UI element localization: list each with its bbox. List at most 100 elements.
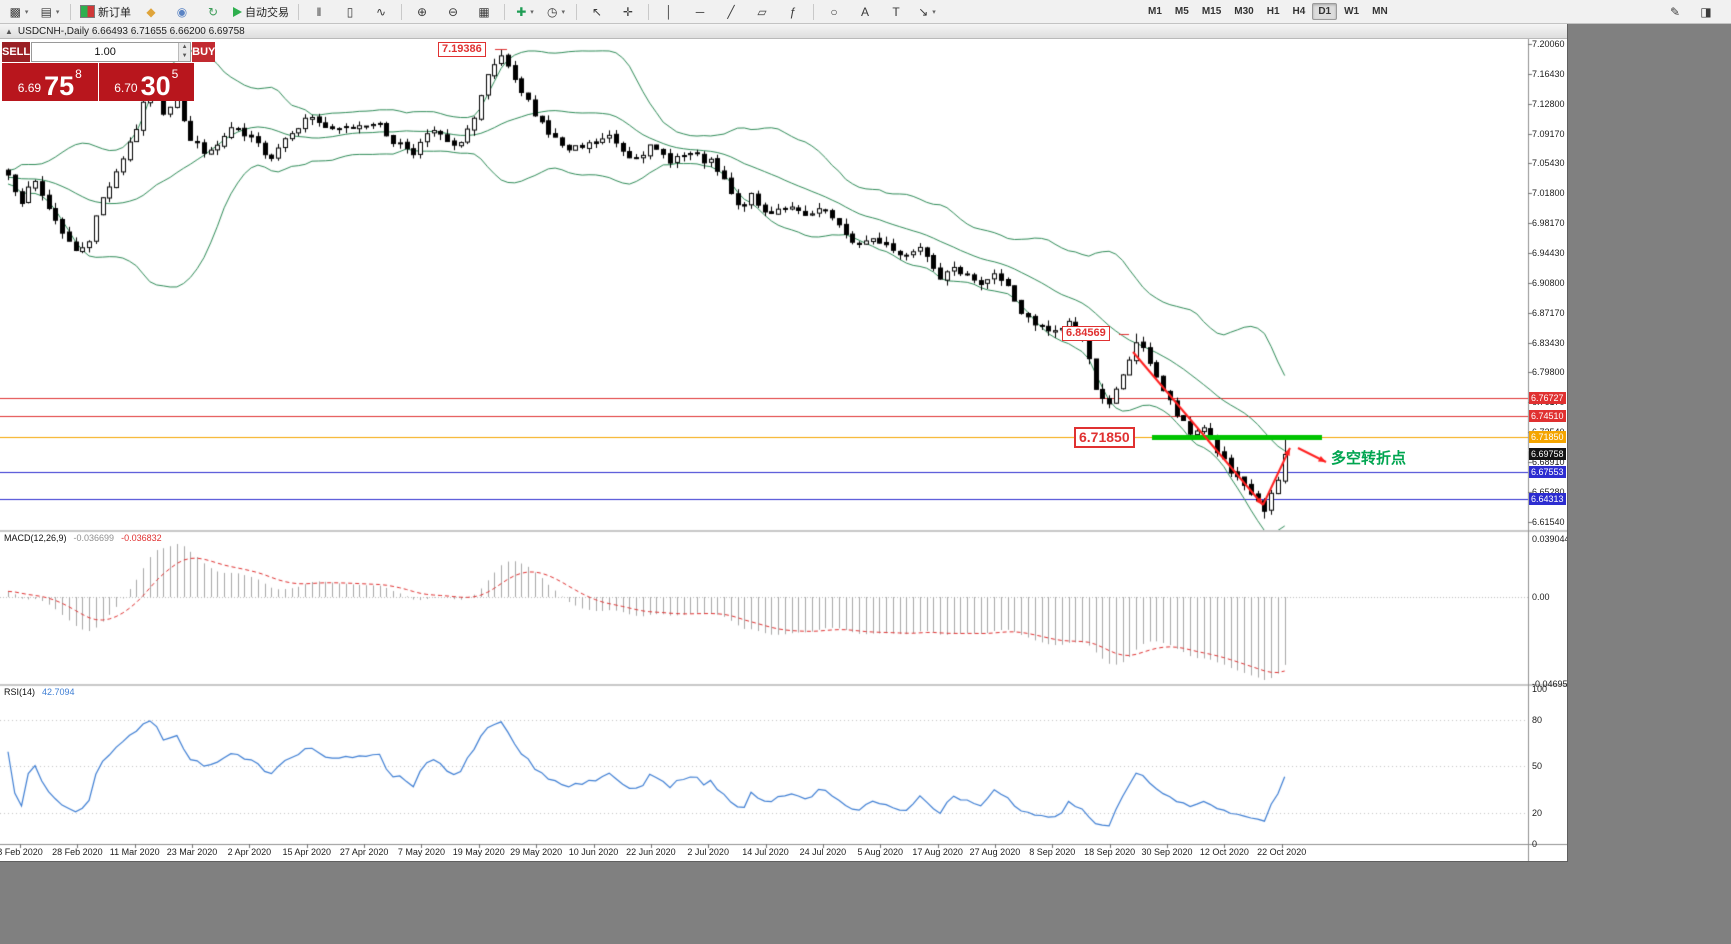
bar-chart-button[interactable]: ‖ <box>304 1 334 23</box>
refresh-icon: ↻ <box>207 4 219 19</box>
toolbar-right: ✎ ◨ <box>1660 1 1721 23</box>
timeframe-button-M30[interactable]: M30 <box>1234 6 1254 17</box>
volume-down-button[interactable]: ▼ <box>178 52 191 61</box>
trendline-button[interactable]: ╱ <box>716 1 746 23</box>
rsi-scale-label: 20 <box>1532 807 1543 818</box>
new-chart-icon: ▩ <box>9 4 21 19</box>
new-order-icon <box>80 5 95 18</box>
periods-icon: ◷ <box>547 4 558 19</box>
cursor-icon: ↖ <box>591 4 603 19</box>
trendline-icon: ╱ <box>727 4 735 19</box>
price-callout-swing: 6.84569 <box>1062 326 1110 342</box>
tile-windows-icon: ▦ <box>478 4 490 19</box>
autotrading-play-icon <box>233 6 242 17</box>
price-scale-label: 6.61540 <box>1532 516 1565 527</box>
shapes-button[interactable]: ○ <box>819 1 849 23</box>
chart-title: USDCNH-,Daily 6.66493 6.71655 6.66200 6.… <box>17 25 245 37</box>
arrows-button[interactable]: ↘ ▾ <box>912 1 942 23</box>
pencil-tool-button[interactable]: ✎ <box>1660 1 1690 23</box>
tile-windows-button[interactable]: ▦ <box>469 1 499 23</box>
rsi-value: 42.7094 <box>42 687 75 697</box>
price-scale-label: 6.65280 <box>1532 486 1565 497</box>
sell-price-head: 6.69 <box>17 81 42 95</box>
horizontal-line-icon: ─ <box>695 4 705 19</box>
date-label: 8 Sep 2020 <box>1029 847 1076 857</box>
horizontal-line-button[interactable]: ─ <box>685 1 715 23</box>
price-scale-label: 7.09170 <box>1532 128 1565 139</box>
price-scale-label: 7.01800 <box>1532 188 1565 199</box>
timeframe-button-D1[interactable]: D1 <box>1312 3 1338 20</box>
bar-chart-icon: ‖ <box>316 4 322 19</box>
profiles-button[interactable]: ▤ ▾ <box>35 1 65 23</box>
toolbar-separator <box>576 3 577 20</box>
timeframe-button-W1[interactable]: W1 <box>1344 6 1360 17</box>
chart-canvas[interactable] <box>0 39 1567 861</box>
date-label: 30 Sep 2020 <box>1141 847 1193 857</box>
toolbar-separator <box>648 3 649 20</box>
toolbar-separator <box>504 3 505 20</box>
rsi-scale-label: 50 <box>1532 761 1543 772</box>
fibonacci-icon: ƒ <box>789 4 797 19</box>
price-scale-label: 6.87170 <box>1532 307 1565 318</box>
indicators-button[interactable]: ✚ ▾ <box>510 1 540 23</box>
caret-down-icon: ▾ <box>561 8 565 16</box>
fibonacci-button[interactable]: ƒ <box>778 1 808 23</box>
date-label: 22 Jun 2020 <box>626 847 676 857</box>
text-label-button[interactable]: T <box>881 1 911 23</box>
indicators-icon: ✚ <box>516 4 527 19</box>
buy-button[interactable]: BUY <box>192 42 216 62</box>
rsi-scale-label: 0 <box>1532 838 1538 849</box>
chart-title-icon: ▲ <box>5 26 13 36</box>
refresh-button[interactable]: ↻ <box>198 1 228 23</box>
volume-spinner: ▲ ▼ <box>178 43 191 61</box>
price-line-tag: 6.76727 <box>1529 391 1566 404</box>
rsi-scale-label: 100 <box>1532 684 1548 694</box>
timeframe-button-M5[interactable]: M5 <box>1174 6 1189 17</box>
timeframe-button-H4[interactable]: H4 <box>1292 6 1306 17</box>
autotrading-button[interactable]: 自动交易 <box>229 1 293 23</box>
dock-button[interactable]: ◨ <box>1691 1 1721 23</box>
chart-title-bar[interactable]: ▲ USDCNH-,Daily 6.66493 6.71655 6.66200 … <box>0 24 1567 39</box>
price-scale-label: 6.79800 <box>1532 367 1565 378</box>
timeframe-button-M1[interactable]: M1 <box>1148 6 1162 17</box>
macd-scale-max: 0.039044 <box>1532 534 1568 544</box>
buy-price-box[interactable]: 6.70 30 5 <box>98 63 194 101</box>
dock-icon: ◨ <box>1700 4 1712 19</box>
crosshair-icon: ✛ <box>622 4 634 19</box>
candlestick-chart-button[interactable]: ▯ <box>335 1 365 23</box>
periods-button[interactable]: ◷ ▾ <box>541 1 571 23</box>
zoom-out-button[interactable]: ⊖ <box>438 1 468 23</box>
sell-price-box[interactable]: 6.69 75 8 <box>2 63 98 101</box>
timeframe-button-MN[interactable]: MN <box>1372 6 1388 17</box>
crosshair-button[interactable]: ✛ <box>613 1 643 23</box>
date-label: 14 Jul 2020 <box>742 847 789 857</box>
new-chart-button[interactable]: ▩ ▾ <box>4 1 34 23</box>
rsi-label-row: RSI(14) 42.7094 <box>4 687 75 697</box>
buy-price-head: 6.70 <box>114 81 138 95</box>
vertical-line-button[interactable]: │ <box>654 1 684 23</box>
price-scale-label: 7.12800 <box>1532 98 1565 109</box>
price-scale-label: 7.16430 <box>1532 68 1565 79</box>
text-label-icon: T <box>892 4 900 19</box>
volume-up-button[interactable]: ▲ <box>178 43 191 52</box>
rsi-label: RSI(14) <box>4 687 36 697</box>
price-scale-label: 6.83430 <box>1532 337 1565 348</box>
timeframe-button-H1[interactable]: H1 <box>1266 6 1280 17</box>
toolbar-separator <box>298 3 299 20</box>
autotrading-button-label: 自动交易 <box>245 6 289 19</box>
sell-button[interactable]: SELL <box>2 42 31 62</box>
accounts-button[interactable]: ◉ <box>167 1 197 23</box>
timeframe-button-M15[interactable]: M15 <box>1201 6 1222 17</box>
text-button[interactable]: A <box>850 1 880 23</box>
equidistant-channel-button[interactable]: ▱ <box>747 1 777 23</box>
volume-input[interactable] <box>32 43 179 61</box>
mql5-icon: ◆ <box>146 4 156 19</box>
mql5-button[interactable]: ◆ <box>136 1 166 23</box>
sell-price-sup: 8 <box>75 67 82 81</box>
price-line-tag: 6.67553 <box>1529 466 1566 479</box>
cursor-button[interactable]: ↖ <box>582 1 612 23</box>
zoom-in-button[interactable]: ⊕ <box>407 1 437 23</box>
line-chart-button[interactable]: ∿ <box>366 1 396 23</box>
new-order-button[interactable]: 新订单 <box>76 1 135 23</box>
toolbar: ▩ ▾ ▤ ▾ 新订单 ◆ ◉ ↻ 自动交易 ‖ ▯ ∿ ⊕ ⊖ ▦ ✚ ▾ ◷ ▾ ↖ ✛ │ ─ ╱ ▱ ƒ ○ A T ↘ ▾ M1 M… <box>0 0 1731 24</box>
